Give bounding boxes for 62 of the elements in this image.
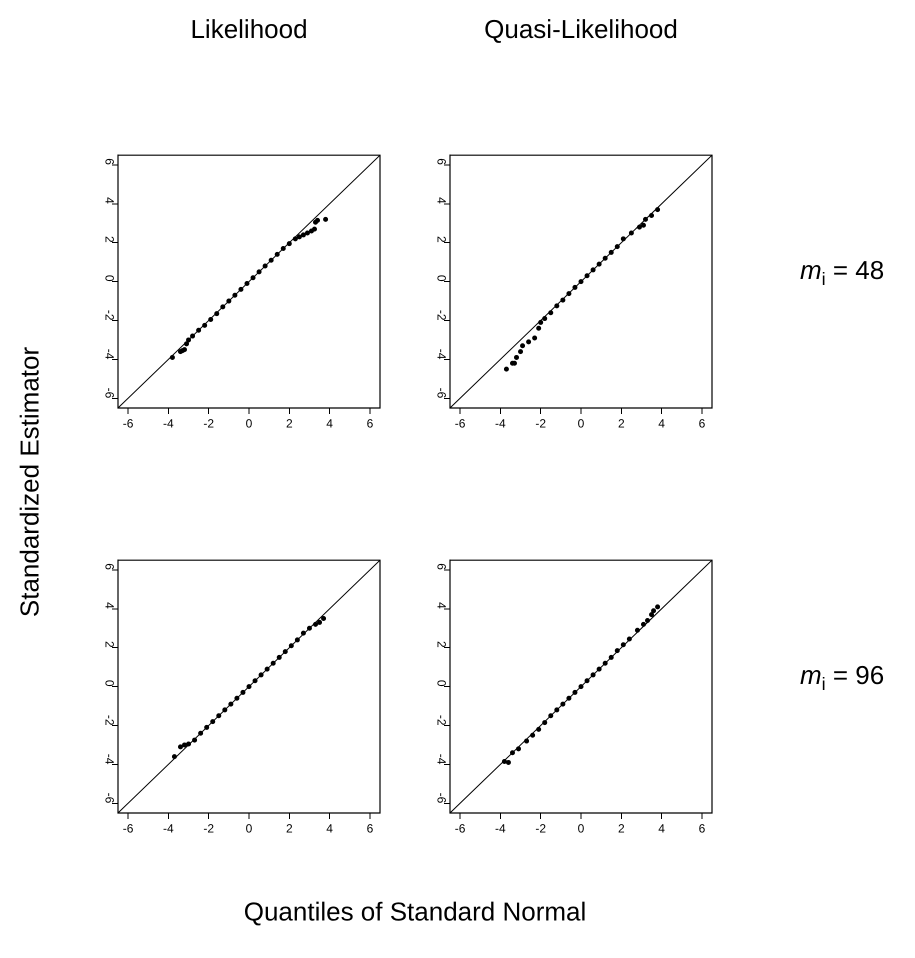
y-tick-label: -2 [102,714,117,726]
y-tick-label: -6 [434,792,449,804]
x-tick-label: 4 [326,822,334,836]
x-tick-label: -2 [535,416,546,431]
y-tick-label: 4 [102,602,117,610]
text: m$_{i}$ = 48 [800,255,884,290]
y-tick-label: -4 [434,754,449,765]
x-tick-label: 6 [366,822,374,836]
y-tick-label: -4 [102,754,117,765]
y-tick-label: 4 [434,197,449,204]
x-tick-label: -4 [163,822,174,836]
x-tick-label: 6 [366,416,374,431]
y-tick-label: 6 [434,563,449,570]
y-tick-label: -2 [434,714,449,726]
x-tick-label: 2 [286,416,293,431]
x-tick-label: 4 [326,416,334,431]
x-tick-label: -4 [495,416,506,431]
y-tick-label: 6 [102,563,117,570]
y-tick-label: 6 [434,158,449,166]
y-tick-label: 0 [434,274,449,282]
x-tick-label: -2 [203,822,214,836]
x-tick-label: 2 [618,822,625,836]
x-tick-label: 0 [578,416,585,431]
x-tick-label: -6 [122,416,134,431]
y-axis-title: Standardized Estimator [14,346,46,618]
y-tick-label: -4 [434,348,449,360]
y-tick-label: -2 [102,310,117,321]
y-tick-label: -6 [102,388,117,399]
x-tick-label: -2 [535,822,546,836]
y-tick-label: 6 [102,158,117,166]
x-axis-title: Quantiles of Standard Normal [244,896,586,928]
x-tick-label: 0 [246,822,253,836]
x-tick-label: 0 [246,416,253,431]
x-tick-label: 4 [658,822,666,836]
x-tick-label: 4 [658,416,666,431]
y-tick-label: 2 [102,236,117,244]
y-tick-label: 0 [102,274,117,282]
x-tick-label: -4 [163,416,174,431]
x-tick-label: -6 [454,822,466,836]
y-tick-label: 2 [434,236,449,244]
y-tick-label: 2 [102,641,117,648]
x-tick-label: 0 [578,822,585,836]
y-tick-label: 4 [434,602,449,610]
y-tick-label: -6 [102,792,117,804]
chart-title: Quasi-Likelihood [483,14,679,45]
x-tick-label: -6 [122,822,134,836]
x-tick-label: 6 [698,416,706,431]
y-tick-label: 2 [434,641,449,648]
x-tick-label: -2 [203,416,214,431]
y-tick-label: 0 [102,680,117,687]
y-tick-label: -2 [434,310,449,321]
x-tick-label: 2 [618,416,625,431]
chart-title: Likelihood [189,14,309,45]
x-tick-label: 6 [698,822,706,836]
x-tick-label: -6 [454,416,466,431]
y-tick-label: -6 [434,388,449,399]
x-tick-label: -4 [495,822,506,836]
x-tick-label: 2 [286,822,293,836]
y-tick-label: 0 [434,680,449,687]
y-tick-label: -4 [102,348,117,360]
y-tick-label: 4 [102,197,117,204]
text: m$_{i}$ = 96 [800,660,884,696]
